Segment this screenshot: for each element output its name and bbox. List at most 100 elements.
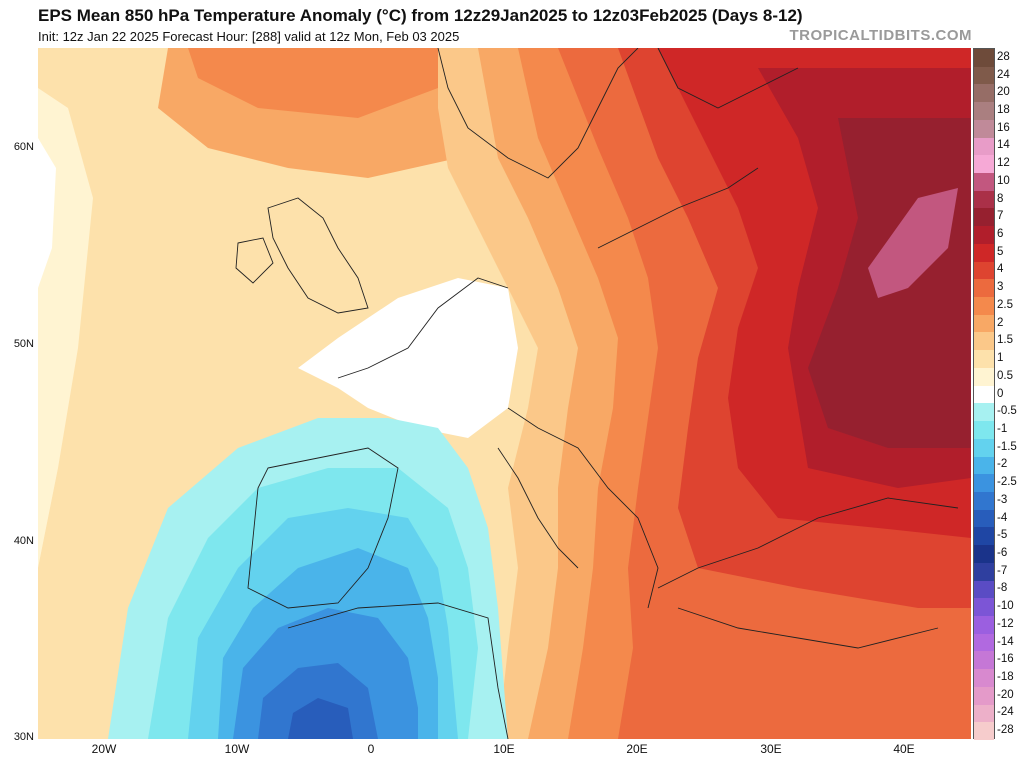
colorbar-swatch [974, 350, 994, 369]
colorbar-label: -3 [997, 493, 1008, 506]
colorbar-label: -2.5 [997, 476, 1017, 489]
colorbar-swatch [974, 66, 994, 85]
colorbar-swatch [974, 119, 994, 139]
colorbar-label: 7 [997, 210, 1004, 223]
colorbar-swatch [974, 279, 994, 298]
colorbar-swatch [974, 49, 994, 68]
colorbar-swatch [974, 297, 994, 316]
colorbar-label: -16 [997, 653, 1014, 666]
colorbar-swatch [974, 367, 994, 387]
colorbar-swatch [974, 421, 994, 440]
colorbar-label: -8 [997, 582, 1008, 595]
colorbar-swatch [974, 438, 994, 457]
coastlines [235, 48, 959, 739]
colorbar-swatch [974, 474, 994, 493]
colorbar-swatch [974, 633, 994, 652]
colorbar-label: 2.5 [997, 298, 1013, 311]
map-title: EPS Mean 850 hPa Temperature Anomaly (°C… [38, 6, 803, 25]
colorbar-swatch [974, 403, 994, 422]
colorbar-label: 0 [997, 387, 1004, 400]
colorbar-swatch [974, 261, 994, 280]
colorbar-label: -18 [997, 670, 1014, 683]
colorbar-swatch [974, 243, 994, 263]
colorbar-label: 2 [997, 316, 1004, 329]
lon-label-20w: 20W [91, 742, 117, 756]
colorbar-label: 3 [997, 281, 1004, 294]
colorbar-swatch [974, 332, 994, 351]
colorbar-label: 1 [997, 352, 1004, 365]
colorbar-label: 1.5 [997, 334, 1013, 347]
colorbar-label: -10 [997, 600, 1014, 613]
lon-label-40e: 40E [893, 742, 915, 756]
colorbar-label: 20 [997, 86, 1010, 99]
colorbar-swatch [974, 491, 994, 511]
colorbar [973, 48, 995, 741]
lat-label-50: 50N [13, 338, 34, 350]
colorbar-label: -7 [997, 564, 1008, 577]
lat-label-60: 60N [13, 141, 34, 153]
anomaly-map[interactable] [38, 48, 971, 739]
lon-label-10w: 10W [224, 742, 250, 756]
anomaly-france-neutral [298, 278, 518, 438]
colorbar-label: -14 [997, 635, 1014, 648]
longitude-labels: 20W 10W 0 10E 20E 30E 40E [38, 742, 971, 760]
colorbar-swatch [974, 669, 994, 688]
brand-watermark[interactable]: TROPICALTIDBITS.COM [789, 27, 972, 44]
map-subtitle: Init: 12z Jan 22 2025 Forecast Hour: [28… [38, 29, 460, 44]
colorbar-label: 12 [997, 157, 1010, 170]
lon-label-10e: 10E [493, 742, 515, 756]
colorbar-swatch [974, 385, 994, 404]
colorbar-label: -5 [997, 529, 1008, 542]
colorbar-swatch [974, 190, 994, 209]
colorbar-label: 14 [997, 139, 1010, 152]
colorbar-swatch [974, 562, 994, 582]
colorbar-label: 0.5 [997, 369, 1013, 382]
colorbar-swatch [974, 722, 994, 741]
colorbar-swatch [974, 598, 994, 617]
colorbar-labels: 28 24 20 18 16 14 12 10 8 7 6 5 4 3 2.5 2 1.5 1 0.5 0 -0.5 -1… [997, 48, 1024, 739]
colorbar-swatch [974, 208, 994, 227]
anomaly-north-atlantic-warm-2 [188, 48, 458, 118]
colorbar-swatch [974, 102, 994, 121]
colorbar-label: 24 [997, 68, 1010, 81]
lon-label-30e: 30E [760, 742, 782, 756]
anomaly-zero-band-inner [38, 138, 56, 288]
colorbar-label: -1 [997, 422, 1008, 435]
anomaly-iberia-cold-7 [288, 698, 353, 739]
colorbar-label: 10 [997, 174, 1010, 187]
colorbar-swatch [974, 137, 994, 156]
colorbar-label: -6 [997, 546, 1008, 559]
colorbar-swatch [974, 226, 994, 245]
colorbar-swatch [974, 456, 994, 475]
colorbar-label: -12 [997, 617, 1014, 630]
colorbar-swatch [974, 155, 994, 174]
lon-label-0: 0 [367, 742, 375, 756]
colorbar-swatch [974, 509, 994, 528]
colorbar-label: -20 [997, 688, 1014, 701]
colorbar-label: 18 [997, 104, 1010, 116]
colorbar-swatch [974, 704, 994, 723]
colorbar-swatch [974, 686, 994, 706]
colorbar-label: -24 [997, 706, 1014, 719]
lon-label-20e: 20E [626, 742, 648, 756]
colorbar-label: 4 [997, 263, 1004, 276]
colorbar-label: 16 [997, 121, 1010, 134]
colorbar-label: -28 [997, 724, 1014, 737]
anomaly-russia-peak [868, 188, 958, 298]
colorbar-label: 8 [997, 192, 1004, 205]
colorbar-swatch [974, 527, 994, 546]
lat-label-40: 40N [13, 535, 34, 547]
colorbar-swatch [974, 545, 994, 564]
colorbar-label: 28 [997, 50, 1010, 63]
colorbar-label: -0.5 [997, 405, 1017, 418]
lat-label-30: 30N [13, 731, 34, 743]
colorbar-swatch [974, 173, 994, 192]
colorbar-swatch [974, 84, 994, 103]
colorbar-swatch [974, 314, 994, 333]
colorbar-label: -1.5 [997, 440, 1017, 453]
colorbar-swatch [974, 651, 994, 670]
colorbar-label: 6 [997, 228, 1004, 241]
colorbar-label: 5 [997, 245, 1004, 258]
colorbar-swatch [974, 580, 994, 599]
latitude-labels: 60N 50N 40N 30N [0, 48, 36, 743]
